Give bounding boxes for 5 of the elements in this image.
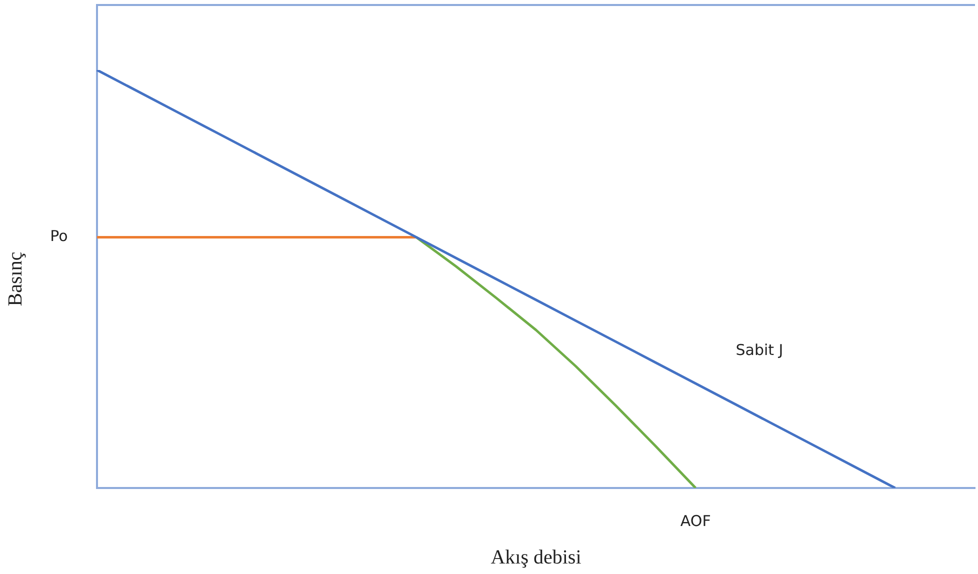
text: AOF [680, 512, 711, 530]
annotation: Sabit J [736, 340, 784, 359]
y-axis-title: Basınç [4, 252, 26, 306]
x-axis-title: Akış debisi [490, 546, 582, 568]
text: Po [50, 227, 68, 246]
